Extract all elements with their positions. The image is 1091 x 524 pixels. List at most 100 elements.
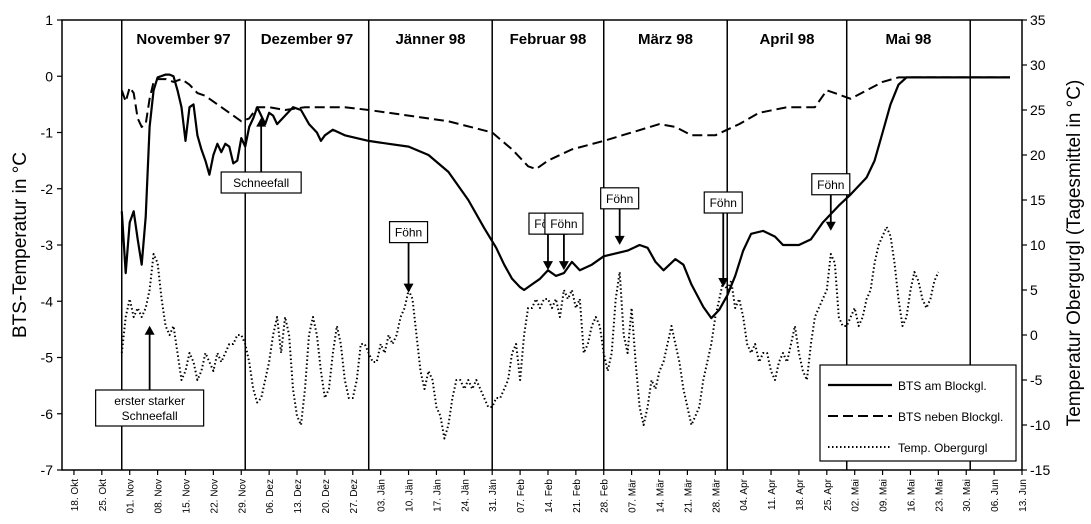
y-tick-label-right: 25 <box>1030 102 1046 118</box>
annotation-arrowhead <box>718 278 729 287</box>
x-tick-label: 28. Feb <box>600 479 611 513</box>
x-tick-label: 07. Mär <box>628 478 639 513</box>
annotation-box <box>544 212 584 235</box>
y-tick-label-left: 0 <box>45 68 53 84</box>
annotation-box <box>95 389 205 427</box>
y-tick-label-right: 35 <box>1030 12 1046 28</box>
x-tick-label: 25. Apr <box>823 478 834 510</box>
annotation: Föhn <box>600 187 640 245</box>
y-tick-label-right: 0 <box>1030 327 1038 343</box>
annotation-text: Föhn <box>606 192 633 206</box>
x-tick-label: 10. Jän <box>405 479 416 512</box>
y-tick-label-left: 1 <box>45 12 53 28</box>
x-tick-label: 01. Nov <box>126 479 137 513</box>
y-tick-label-right: 15 <box>1030 192 1046 208</box>
y-tick-label-left: -2 <box>41 181 54 197</box>
annotation-text: Schneefall <box>233 176 289 190</box>
legend-label: Temp. Obergurgl <box>898 441 987 455</box>
x-tick-label: 13. Jun <box>1018 479 1029 512</box>
legend <box>819 364 1017 462</box>
x-tick-label: 13. Dez <box>293 479 304 513</box>
x-tick-label: 31. Jän <box>488 479 499 512</box>
x-tick-label: 16. Mai <box>906 479 917 512</box>
x-tick-label: 28. Mär <box>711 478 722 513</box>
legend-label: BTS neben Blockgl. <box>898 410 1003 424</box>
annotation-text: Föhn <box>395 226 422 240</box>
y-tick-label-right: -15 <box>1030 462 1050 478</box>
x-tick-label: 02. Mai <box>851 479 862 512</box>
x-tick-label: 23. Mai <box>934 479 945 512</box>
x-tick-label: 04. Apr <box>739 478 750 510</box>
x-tick-label: 09. Mai <box>879 479 890 512</box>
y-tick-label-right: 5 <box>1030 282 1038 298</box>
annotation: Föhn <box>544 212 584 271</box>
annotation-arrowhead <box>614 235 625 245</box>
y-tick-label-left: -3 <box>41 237 54 253</box>
legend-label: BTS am Blockgl. <box>898 379 987 393</box>
x-tick-label: 30. Mai <box>962 479 973 512</box>
x-tick-label: 15. Nov <box>181 479 192 513</box>
month-label: November 97 <box>136 31 230 48</box>
x-tick-label: 20. Dez <box>321 479 332 513</box>
series-line <box>120 226 940 440</box>
series-line <box>120 76 1010 171</box>
annotation-text: Schneefall <box>122 409 178 423</box>
month-label: April 98 <box>759 31 814 48</box>
x-tick-label: 06. Dez <box>265 479 276 513</box>
x-tick-label: 21. Feb <box>572 479 583 513</box>
x-tick-label: 07. Feb <box>516 479 527 513</box>
annotation-arrowhead <box>825 221 836 231</box>
x-tick-label: 18. Okt <box>70 479 81 511</box>
x-tick-label: 06. Jun <box>990 479 1001 512</box>
x-tick-label: 03. Jän <box>377 479 388 512</box>
annotation-text: Föhn <box>710 196 737 210</box>
series-line <box>120 73 1010 320</box>
annotation: Föhn <box>703 191 743 287</box>
annotation-arrowhead <box>558 261 569 271</box>
annotation-box <box>600 187 640 210</box>
month-label: Jänner 98 <box>395 31 465 48</box>
annotation: Schneefall <box>220 117 302 194</box>
annotation-box <box>703 191 743 214</box>
y-tick-label-left: -4 <box>41 293 54 309</box>
y-tick-label-left: -5 <box>41 350 54 366</box>
annotation-box <box>811 173 851 196</box>
month-label: März 98 <box>638 31 693 48</box>
y-tick-label-right: 10 <box>1030 237 1046 253</box>
annotation-box <box>220 171 302 194</box>
y-tick-label-right: -10 <box>1030 417 1050 433</box>
x-tick-label: 29. Nov <box>237 479 248 513</box>
x-tick-label: 24. Jän <box>460 479 471 512</box>
annotation-arrowhead <box>403 283 414 293</box>
y-tick-label-right: 30 <box>1030 57 1046 73</box>
annotation-text: Föhn <box>550 217 577 231</box>
x-tick-label: 22. Nov <box>209 479 220 513</box>
y-axis-label-right: Temperatur Obergurgl (Tagesmittel in °C) <box>1064 80 1085 427</box>
month-label: Dezember 97 <box>261 31 354 48</box>
x-tick-label: 21. Mär <box>683 478 694 513</box>
annotation-box <box>388 221 429 244</box>
x-tick-label: 11. Apr <box>767 478 778 510</box>
x-tick-label: 17. Jän <box>432 479 443 512</box>
x-tick-label: 08. Nov <box>154 479 165 513</box>
y-tick-label-left: -6 <box>41 406 54 422</box>
y-tick-label-left: -7 <box>41 462 54 478</box>
y-tick-label-right: 20 <box>1030 147 1046 163</box>
x-tick-label: 25. Okt <box>98 479 109 511</box>
y-tick-label-right: -5 <box>1030 372 1043 388</box>
annotation: Föhn <box>388 221 429 293</box>
annotation-arrowhead <box>542 261 553 271</box>
x-tick-label: 27. Dez <box>349 479 360 513</box>
annotation-text: Föhn <box>817 178 844 192</box>
annotation-arrowhead <box>256 117 267 127</box>
annotation: Föhn <box>811 173 851 231</box>
annotation-arrowhead <box>144 325 155 335</box>
annotation-text: erster starker <box>114 394 185 408</box>
month-label: Februar 98 <box>510 31 587 48</box>
x-tick-label: 14. Mär <box>656 478 667 513</box>
month-label: Mai 98 <box>886 31 932 48</box>
y-tick-label-left: -1 <box>41 125 54 141</box>
x-tick-label: 18. Apr <box>795 478 806 510</box>
